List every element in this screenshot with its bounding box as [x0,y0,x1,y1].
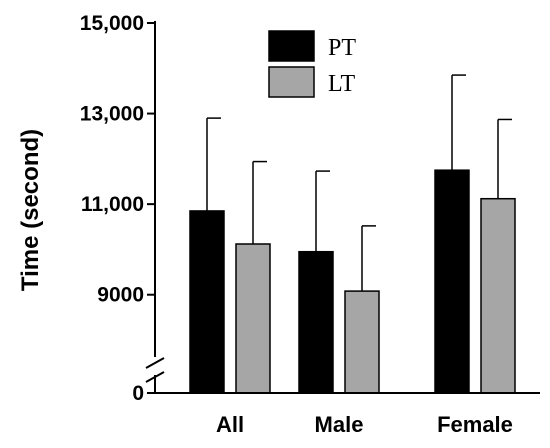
bar-pt-all [189,210,225,394]
y-tick-label-11000: 11,000 [81,193,144,216]
axis-break-mark-upper [145,357,165,369]
x-tick-label-female: Female [437,412,513,437]
y-tick-label-0: 0 [132,382,144,405]
y-tick-label-9000: 9000 [97,284,144,307]
y-axis-title: Time (second) [17,129,44,291]
bar-lt-all [235,243,271,394]
legend: PT LT [268,30,356,98]
bar-pt-female [434,169,470,394]
bar-lt-male [344,290,380,394]
legend-swatch-lt [268,66,315,98]
legend-swatch-pt [268,30,315,62]
x-tick-label-male: Male [315,412,364,437]
legend-label-lt: LT [328,71,355,97]
y-tick-label-15000: 15,000 [80,12,144,35]
axis-break-mark-lower [145,371,165,383]
bar-lt-female [480,197,516,394]
bar-pt-male [298,250,334,394]
legend-label-pt: PT [328,35,356,61]
bars-group [189,74,516,394]
x-tick-label-all: All [216,412,244,437]
y-tick-label-13000: 13,000 [80,103,144,126]
axes-group: 9000 11,000 13,000 15,000 0 All Male Female [80,12,540,437]
